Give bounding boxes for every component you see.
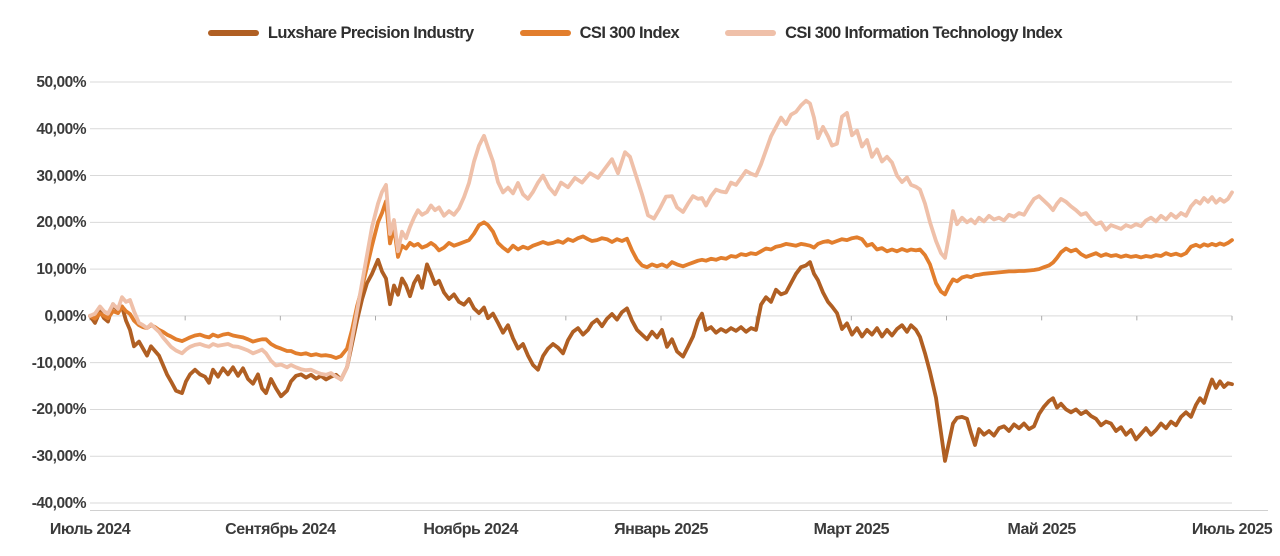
y-axis-tick-label: 40,00%: [36, 120, 86, 138]
x-axis-tick-label: Ноябрь 2024: [423, 521, 518, 538]
y-axis-tick-label: -10,00%: [31, 354, 87, 372]
legend-item-0: Luxshare Precision Industry: [207, 23, 474, 43]
x-axis-tick-label: Июль 2024: [49, 521, 131, 538]
series-line-0: [88, 257, 1234, 463]
y-axis-tick-label: -20,00%: [31, 401, 87, 419]
y-axis-tick-label: 0,00%: [44, 307, 87, 325]
legend-item-1: CSI 300 Index: [519, 23, 680, 43]
series-line-2: [88, 98, 1234, 382]
x-axis-tick-label: Январь 2025: [614, 521, 708, 538]
x-axis-tick-label: Март 2025: [813, 521, 890, 538]
series-line-1: [88, 199, 1234, 360]
legend-line-swatch-icon: [207, 30, 259, 36]
x-axis-tick-label: Июль 2025: [1191, 521, 1273, 538]
legend-line-swatch-icon: [725, 30, 777, 36]
y-axis-tick-label: -30,00%: [31, 448, 87, 466]
legend-item-2: CSI 300 Information Technology Index: [725, 23, 1063, 43]
y-axis-tick-label: -40,00%: [31, 495, 87, 512]
x-axis-tick-label: Сентябрь 2024: [225, 521, 336, 538]
legend-label: Luxshare Precision Industry: [267, 23, 474, 42]
y-axis-tick-label: 20,00%: [36, 214, 86, 232]
legend-line-swatch-icon: [519, 30, 571, 36]
y-axis-tick-label: 30,00%: [36, 167, 86, 185]
legend-label: CSI 300 Index: [579, 23, 680, 42]
legend: Luxshare Precision Industry CSI 300 Index…: [0, 18, 1270, 48]
x-axis-tick-label: Май 2025: [1007, 521, 1077, 538]
y-axis-tick-label: 50,00%: [36, 74, 86, 91]
legend-label: CSI 300 Information Technology Index: [785, 23, 1063, 42]
y-axis-tick-label: 10,00%: [36, 261, 86, 279]
